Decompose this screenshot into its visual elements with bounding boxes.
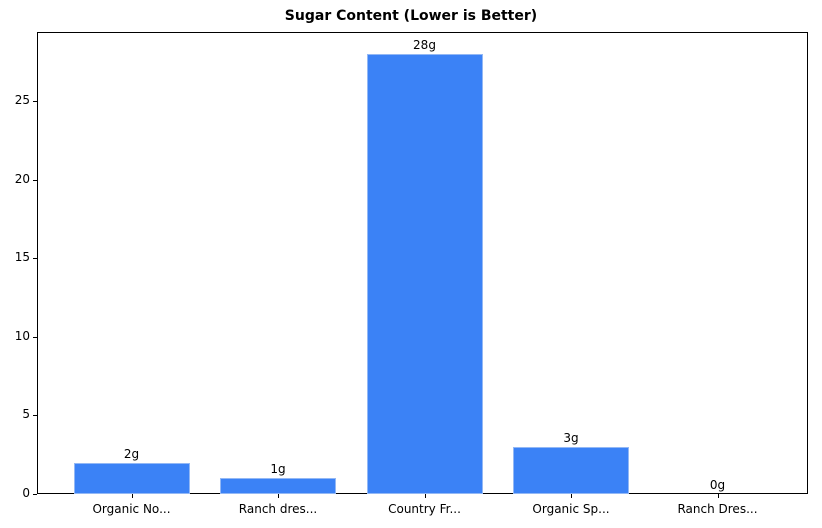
x-tick-label: Ranch Dres... (677, 502, 758, 516)
x-tick-mark (424, 494, 426, 498)
bar (73, 462, 190, 494)
y-tick-mark (33, 101, 37, 103)
bar-value-label: 3g (563, 430, 579, 445)
bar-value-label: 1g (270, 462, 286, 477)
bar-value-label: 2g (123, 446, 140, 461)
y-tick-label: 15 (14, 250, 30, 265)
x-tick-mark (131, 494, 133, 498)
y-tick-label: 10 (14, 328, 30, 343)
y-tick-label: 25 (14, 93, 30, 108)
x-tick-mark (717, 494, 719, 498)
x-tick-label: Organic No... (92, 502, 171, 516)
bar-value-label: 0g (709, 478, 726, 492)
y-tick-mark (33, 336, 37, 338)
y-tick-label: 0 (22, 486, 30, 500)
y-tick-mark (33, 494, 37, 495)
x-tick-label: Ranch dres... (238, 502, 318, 516)
x-tick-label: Organic Sp... (532, 502, 610, 516)
chart-title: Sugar Content (Lower is Better) (284, 8, 538, 24)
bar-value-label: 28g (413, 38, 436, 52)
x-tick-mark (571, 494, 572, 498)
y-tick-mark (33, 258, 37, 260)
bar (220, 478, 336, 494)
y-tick-label: 20 (14, 171, 30, 186)
x-tick-label: Country Fr... (388, 502, 461, 516)
y-tick-mark (33, 179, 37, 181)
y-tick-mark (33, 415, 37, 417)
bar (513, 446, 629, 494)
y-tick-label: 5 (22, 407, 30, 422)
bar (366, 54, 483, 494)
x-tick-mark (278, 494, 279, 498)
